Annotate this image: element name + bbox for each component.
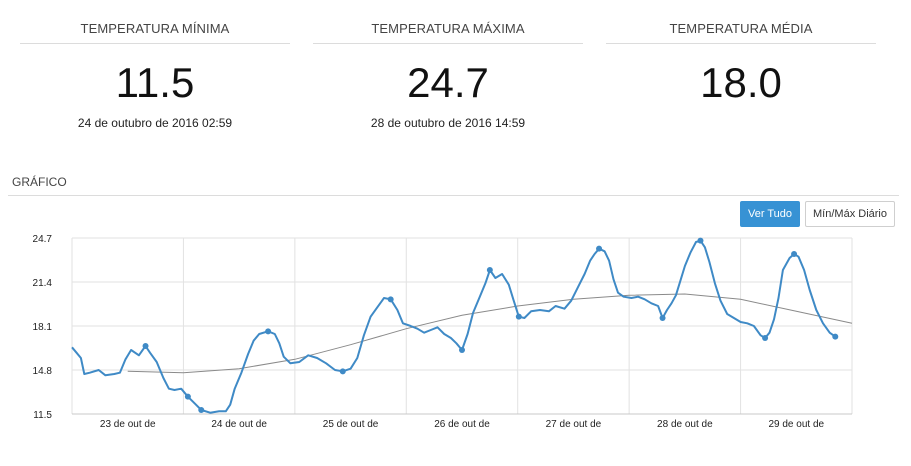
y-tick-label: 21.4 — [33, 278, 53, 289]
data-point[interactable] — [459, 347, 465, 353]
data-point[interactable] — [486, 267, 493, 273]
data-point[interactable] — [762, 335, 769, 341]
data-point[interactable] — [387, 296, 394, 303]
data-point[interactable] — [832, 333, 839, 340]
data-point[interactable] — [339, 368, 346, 375]
data-point[interactable] — [142, 343, 149, 349]
x-tick-label: 24 de out de — [211, 419, 267, 430]
data-point[interactable] — [198, 407, 205, 413]
stat-avg-value: 18.0 — [700, 59, 782, 106]
stat-avg-title: TEMPERATURA MÉDIA — [669, 21, 813, 36]
y-tick-label: 14.8 — [33, 366, 53, 377]
y-tick-label: 18.1 — [33, 322, 53, 333]
data-point[interactable] — [265, 328, 272, 335]
x-tick-label: 27 de out de — [546, 419, 602, 430]
data-point[interactable] — [697, 237, 704, 244]
stat-min-value: 11.5 — [115, 59, 195, 106]
temperature-line — [71, 239, 836, 414]
data-point[interactable] — [515, 313, 522, 320]
data-point[interactable] — [791, 251, 798, 257]
section-title: GRÁFICO — [12, 175, 67, 189]
stat-min-title: TEMPERATURA MÍNIMA — [80, 21, 230, 36]
daily-min-max-button[interactable]: Mín/Máx Diário — [805, 201, 895, 227]
chart-grid — [71, 237, 853, 415]
stat-max-title: TEMPERATURA MÁXIMA — [371, 21, 525, 36]
trend-line — [127, 293, 853, 374]
chart-series — [71, 237, 853, 414]
chart-axes: 24.7 21.4 18.1 14.8 11.5 23 de out de 24 de ou… — [33, 234, 852, 430]
x-tick-label: 28 de out de — [657, 419, 713, 430]
divider — [313, 43, 583, 44]
divider — [606, 43, 876, 44]
x-tick-label: 23 de out de — [100, 419, 156, 430]
data-point[interactable] — [184, 393, 191, 400]
stat-min-time: 24 de outubro de 2016 02:59 — [77, 116, 233, 130]
temperature-chart[interactable]: 24.7 21.4 18.1 14.8 11.5 23 de out de 24 de ou… — [0, 228, 911, 433]
data-point[interactable] — [659, 315, 666, 321]
y-tick-label: 24.7 — [33, 234, 53, 245]
view-all-button[interactable]: Ver Tudo — [740, 201, 800, 227]
stat-max-time: 28 de outubro de 2016 14:59 — [370, 116, 526, 130]
divider — [20, 43, 290, 44]
x-tick-label: 26 de out de — [434, 419, 490, 430]
x-tick-label: 25 de out de — [323, 419, 379, 430]
x-tick-label: 29 de out de — [768, 419, 824, 430]
section-divider — [8, 195, 899, 196]
stat-max-value: 24.7 — [407, 59, 489, 106]
data-point[interactable] — [596, 245, 603, 252]
y-tick-label: 11.5 — [33, 410, 52, 421]
